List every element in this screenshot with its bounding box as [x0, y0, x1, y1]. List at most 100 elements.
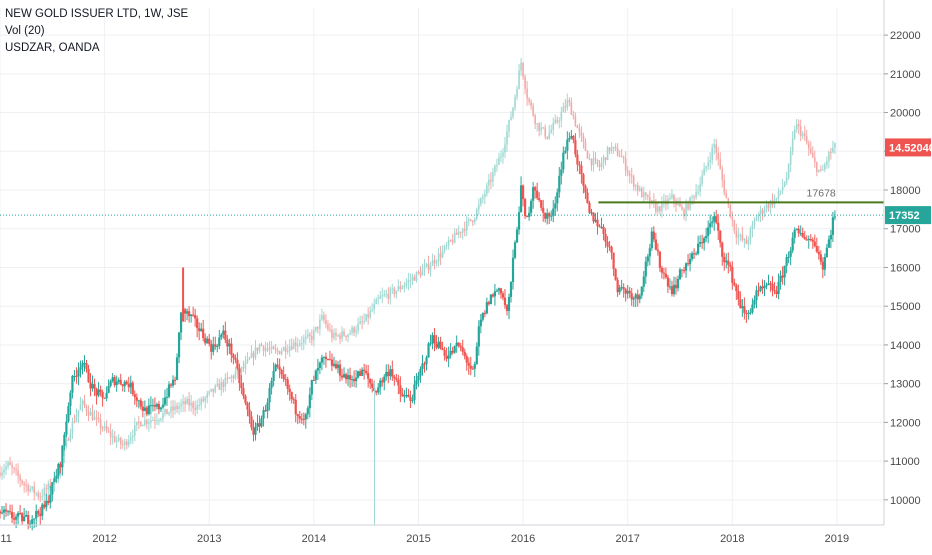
compare-candle [99, 419, 102, 428]
compare-candle [379, 296, 382, 299]
primary-candle [27, 515, 30, 524]
primary-candle [793, 230, 796, 238]
primary-candle [67, 406, 70, 422]
compare-candle [27, 485, 29, 492]
compare-candle [319, 319, 321, 329]
primary-candle [326, 358, 330, 360]
compare-candle [528, 98, 530, 102]
primary-candle [198, 328, 201, 332]
compare-candle [45, 488, 48, 490]
compare-candle [459, 231, 462, 233]
compare-candle [262, 346, 265, 352]
compare-candle [166, 409, 168, 415]
primary-candle [759, 286, 762, 291]
compare-candle [761, 209, 764, 214]
primary-candle [65, 421, 68, 435]
primary-candle [216, 345, 219, 347]
primary-candle [139, 400, 142, 407]
primary-candle [582, 174, 585, 186]
primary-candle [580, 165, 583, 175]
primary-candle [715, 216, 718, 223]
primary-candle [773, 290, 776, 292]
primary-candle [562, 152, 565, 170]
compare-candle [793, 129, 796, 139]
compare-candle [335, 332, 337, 336]
compare-candle [826, 161, 828, 165]
primary-candle [688, 258, 692, 265]
primary-candle [584, 185, 587, 193]
compare-candle [572, 114, 575, 117]
compare-candle [807, 143, 810, 149]
compare-candle [608, 147, 611, 151]
compare-candle [550, 129, 553, 133]
legend-symbol[interactable]: NEW GOLD ISSUER LTD, 1W, JSE [5, 8, 189, 20]
compare-candle [478, 204, 480, 210]
primary-candle [682, 270, 686, 272]
compare-candle [832, 147, 834, 153]
legend-volume[interactable]: Vol (20) [5, 25, 45, 37]
compare-candle [274, 349, 277, 351]
compare-candle [576, 125, 579, 129]
primary-candle [87, 368, 90, 383]
primary-candle [119, 379, 122, 385]
primary-candle [727, 260, 730, 265]
primary-candle [441, 348, 444, 351]
primary-candle [668, 286, 672, 288]
compare-candle [256, 347, 259, 351]
primary-candle [91, 384, 94, 389]
primary-candle [745, 312, 748, 314]
primary-candle [509, 281, 513, 297]
compare-candle [659, 206, 661, 212]
compare-candle [705, 166, 707, 169]
primary-candle [272, 370, 275, 381]
primary-candle [246, 402, 249, 410]
primary-candle [513, 242, 517, 258]
compare-candle [160, 418, 162, 420]
primary-candle [107, 385, 110, 393]
compare-candle [671, 194, 673, 199]
primary-candle [234, 357, 237, 360]
compare-candle [465, 220, 468, 231]
compare-candle [518, 70, 520, 89]
primary-candle [461, 347, 464, 352]
compare-candle [636, 185, 639, 191]
primary-candle [194, 315, 197, 319]
compare-candle [624, 158, 627, 172]
compare-candle [75, 415, 78, 422]
primary-candle [526, 216, 529, 218]
primary-candle [731, 266, 734, 283]
primary-candle [425, 357, 428, 365]
primary-candle [101, 392, 104, 398]
primary-candle [204, 338, 207, 344]
compare-candle [264, 348, 267, 352]
primary-candle [825, 247, 828, 258]
compare-candle [77, 410, 80, 416]
last-price-tag-bg [885, 206, 931, 225]
compare-candle [455, 232, 458, 235]
primary-candle [829, 234, 832, 240]
legend-compare[interactable]: USDZAR, OANDA [5, 42, 100, 54]
compare-candle [809, 148, 812, 153]
compare-candle [123, 441, 126, 445]
primary-candle [707, 227, 710, 236]
price-axis-label: 20000 [890, 108, 921, 120]
compare-candle [21, 480, 23, 484]
compare-candle [329, 329, 331, 331]
time-axis-label: 2011 [0, 533, 12, 545]
primary-candle [300, 418, 303, 420]
compare-candle [554, 119, 557, 124]
primary-candle [47, 500, 50, 503]
compare-candle [365, 314, 367, 321]
primary-candle [821, 261, 824, 270]
primary-candle [8, 511, 12, 513]
primary-candle [616, 279, 619, 293]
compare-candle [580, 131, 583, 136]
compare-candle [600, 162, 603, 168]
compare-candle [413, 276, 416, 281]
compare-candle [538, 123, 540, 131]
primary-candle [161, 404, 165, 408]
price-axis-label: 18000 [890, 185, 921, 197]
primary-candle [393, 376, 396, 379]
